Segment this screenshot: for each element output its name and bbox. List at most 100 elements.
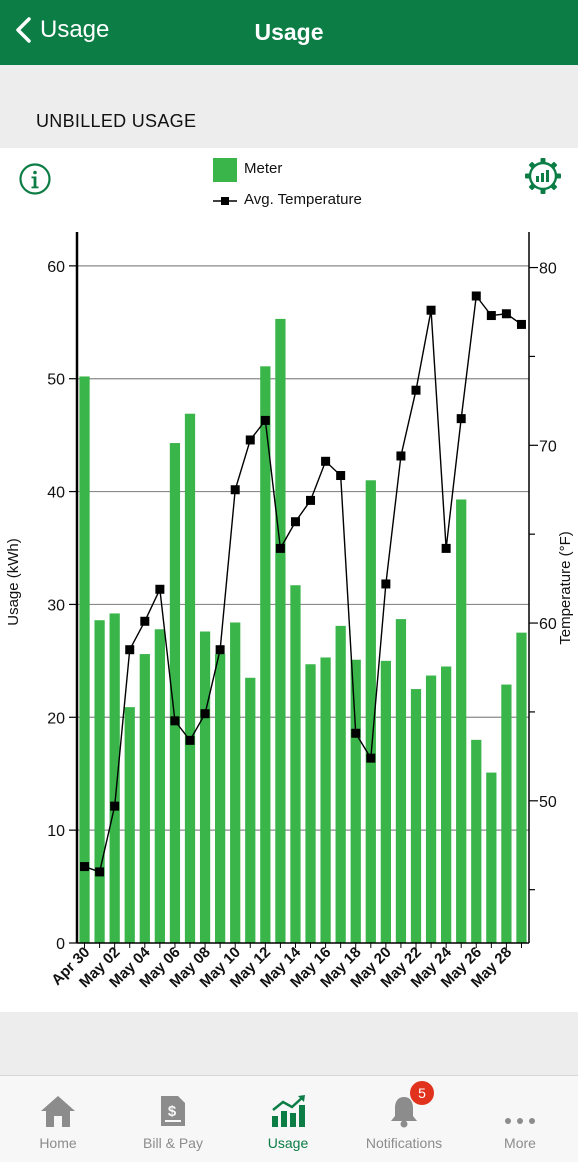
temperature-point-may-20: [381, 579, 391, 589]
left-tick-label-60: 60: [47, 259, 65, 276]
temperature-point-may-14: [290, 517, 300, 527]
temperature-point-may-03: [125, 645, 135, 655]
right-tick-label-80: 80: [539, 261, 557, 278]
meter-bar-may-08: [199, 631, 211, 943]
temperature-point-may-15: [306, 495, 316, 505]
tab-home-label: Home: [39, 1135, 77, 1151]
tab-bill-pay[interactable]: $ Bill & Pay: [133, 1076, 213, 1162]
meter-bar-may-10: [230, 622, 241, 943]
meter-bar-may-26: [471, 739, 482, 943]
temperature-point-apr-30: [80, 862, 90, 872]
temperature-point-may-10: [230, 485, 240, 495]
temperature-point-may-12: [260, 415, 270, 425]
meter-bar-may-14: [290, 585, 301, 943]
left-tick-label-50: 50: [47, 372, 65, 389]
meter-bar-may-13: [275, 318, 286, 943]
tab-home[interactable]: Home: [18, 1076, 98, 1162]
tab-notifications-label: Notifications: [365, 1135, 443, 1151]
temperature-point-may-24: [441, 543, 451, 553]
bell-icon: [391, 1097, 417, 1128]
temperature-point-may-26: [471, 291, 481, 301]
temperature-point-may-25: [456, 414, 466, 424]
meter-bar-may-23: [425, 675, 437, 943]
left-tick-label-10: 10: [47, 823, 65, 840]
meter-bar-may-12: [260, 366, 271, 943]
temperature-point-may-17: [336, 471, 346, 481]
legend-meter-label: Meter: [244, 160, 283, 177]
temperature-point-may-21: [396, 451, 406, 461]
temperature-point-may-08: [200, 709, 210, 719]
temperature-point-may-19: [366, 753, 376, 763]
tab-usage[interactable]: Usage: [248, 1076, 328, 1162]
info-icon[interactable]: [18, 162, 52, 201]
meter-bar-may-11: [245, 677, 256, 943]
right-tick-label-70: 70: [539, 438, 557, 455]
temperature-point-may-28: [501, 309, 511, 319]
temperature-point-may-23: [426, 305, 436, 315]
back-button-label: Usage: [40, 16, 110, 43]
meter-bar-may-05: [154, 629, 165, 943]
meter-bar-may-16: [320, 657, 331, 943]
meter-bar-may-28: [501, 684, 512, 943]
bill-icon: $: [161, 1096, 185, 1126]
temperature-point-may-18: [351, 728, 361, 738]
chart-axes: [75, 232, 530, 944]
meter-bar-may-27: [486, 772, 497, 943]
left-tick-label-40: 40: [47, 485, 65, 502]
chevron-left-icon: [16, 17, 31, 43]
section-header: UNBILLED USAGE: [0, 65, 578, 148]
legend-meter-swatch: [213, 158, 237, 182]
temperature-line: [80, 291, 526, 877]
left-tick-label-20: 20: [47, 710, 65, 727]
y-axis-label: Usage (kWh): [5, 538, 22, 626]
svg-text:$: $: [168, 1103, 177, 1120]
meter-bar-may-02: [109, 613, 120, 943]
section-label: UNBILLED USAGE: [36, 111, 197, 131]
y2-axis-label: Temperature (°F): [557, 531, 574, 645]
back-button[interactable]: Usage: [14, 16, 109, 44]
meter-bar-apr-30: [79, 376, 90, 943]
right-axis-ticks: 50 60 70 80: [529, 261, 557, 891]
meter-bars: [79, 318, 527, 943]
usage-chart-icon: [272, 1095, 305, 1127]
left-axis-ticks: 0 10 20 30 40 50 60: [47, 259, 77, 953]
meter-bar-may-09: [215, 654, 226, 943]
temperature-point-may-02: [110, 801, 120, 811]
legend-temperature-label: Avg. Temperature: [244, 191, 362, 208]
app-header: Usage Usage: [0, 0, 578, 65]
temperature-point-may-07: [185, 735, 195, 745]
meter-bar-may-20: [380, 660, 391, 943]
temperature-point-may-13: [275, 543, 285, 553]
temperature-point-may-06: [170, 716, 180, 726]
meter-bar-may-25: [456, 499, 467, 943]
right-tick-label-60: 60: [539, 616, 557, 633]
notifications-badge: 5: [410, 1081, 434, 1105]
meter-bar-may-07: [184, 413, 196, 943]
temperature-point-may-04: [140, 616, 150, 626]
tab-usage-label: Usage: [267, 1135, 309, 1151]
bottom-tab-bar: Home $ Bill & Pay Usage: [0, 1075, 578, 1162]
temperature-point-may-01: [95, 867, 105, 877]
temperature-point-may-05: [155, 584, 165, 594]
temperature-point-may-16: [321, 456, 331, 466]
temperature-point-may-11: [245, 435, 255, 445]
left-tick-label-0: 0: [56, 936, 65, 953]
chart-settings-gear-icon[interactable]: [524, 157, 562, 200]
meter-bar-may-03: [124, 707, 135, 943]
tab-more[interactable]: More: [480, 1076, 560, 1162]
tab-notifications[interactable]: 5 Notifications: [358, 1076, 450, 1162]
meter-bar-may-18: [350, 659, 361, 943]
right-tick-label-50: 50: [539, 794, 557, 811]
meter-bar-may-06: [169, 443, 181, 943]
chart-grid: [77, 265, 529, 831]
meter-bar-may-04: [139, 654, 150, 943]
home-icon: [41, 1096, 75, 1127]
temperature-point-may-27: [486, 311, 496, 321]
meter-bar-may-21: [395, 619, 407, 943]
temperature-point-may-09: [215, 645, 225, 655]
legend-temperature-marker: [213, 197, 237, 205]
meter-bar-may-01: [94, 620, 105, 943]
tab-bill-pay-label: Bill & Pay: [143, 1135, 203, 1151]
